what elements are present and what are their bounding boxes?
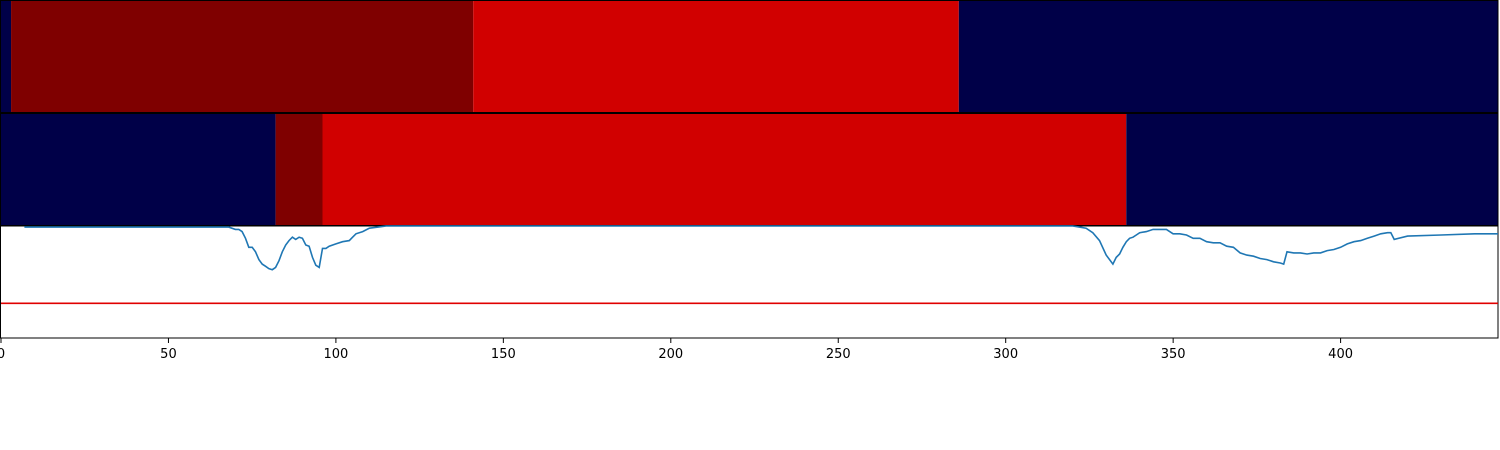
x-tick-label: 300 <box>993 347 1018 362</box>
x-tick-label: 0 <box>0 347 5 362</box>
segment-track-2 <box>0 113 1499 226</box>
x-tick-label: 400 <box>1328 347 1353 362</box>
segment-2-4 <box>1126 114 1498 225</box>
segment-2-2 <box>275 114 323 225</box>
x-tick-label: 200 <box>658 347 683 362</box>
segment-1-4 <box>958 1 1498 112</box>
segment-1-3 <box>473 1 959 112</box>
x-tick-label: 350 <box>1161 347 1186 362</box>
x-axis: 0 50 100 150 200 250 300 350 400 <box>0 338 1353 362</box>
segment-2-3 <box>322 114 1127 225</box>
x-tick-label: 50 <box>160 347 177 362</box>
x-tick-label: 250 <box>826 347 851 362</box>
x-tick-label: 150 <box>491 347 516 362</box>
series-line <box>24 225 1498 271</box>
line-panel <box>0 225 1499 339</box>
segment-1-1 <box>1 1 12 112</box>
line-panel-frame <box>0 225 1499 339</box>
segment-track-frame <box>0 0 1499 113</box>
segment-track-1 <box>0 0 1499 113</box>
segment-1-2 <box>11 1 474 112</box>
x-tick-label: 100 <box>323 347 348 362</box>
segment-2-1 <box>1 114 276 225</box>
